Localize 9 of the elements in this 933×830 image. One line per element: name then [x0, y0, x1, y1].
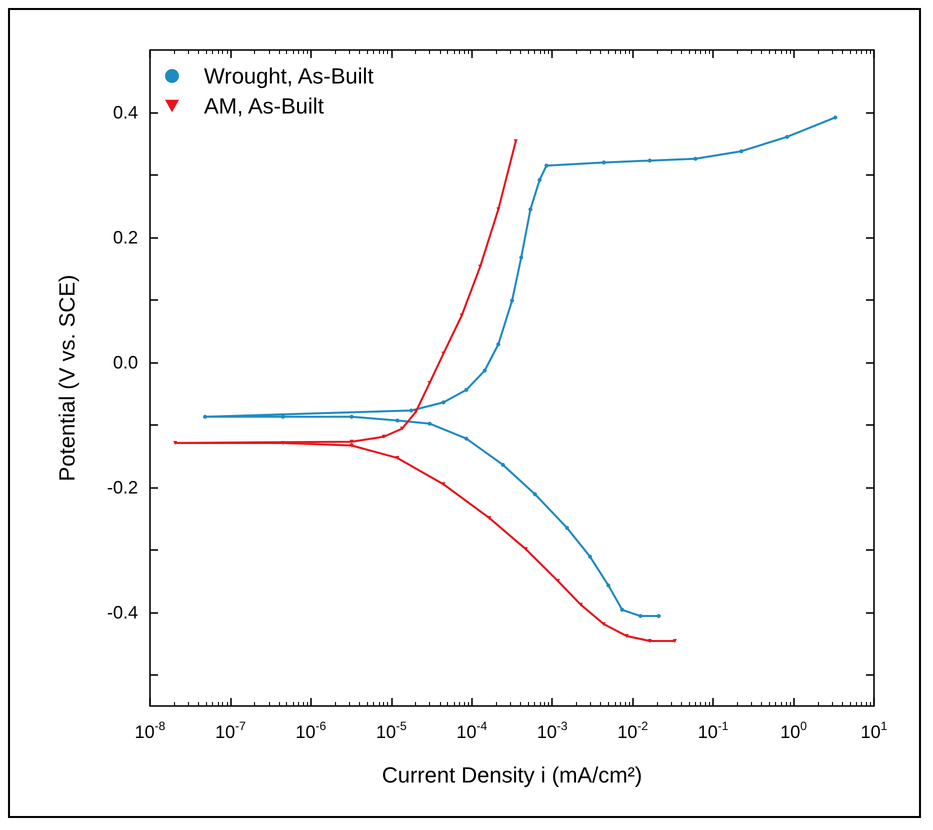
y-tick-label: 0.0 — [112, 352, 138, 372]
y-tick-label: 0.2 — [112, 227, 138, 248]
legend-label: Wrought, As-Built — [204, 64, 374, 88]
y-tick-label: -0.2 — [106, 477, 138, 498]
y-tick-label: 0.4 — [112, 102, 138, 122]
x-axis-title: Current Density i (mA/cm²) — [382, 762, 642, 788]
y-tick-label: -0.4 — [106, 602, 138, 622]
legend-label: AM, As-Built — [204, 94, 324, 118]
y-axis-title: Potential (V vs. SCE) — [54, 274, 80, 482]
